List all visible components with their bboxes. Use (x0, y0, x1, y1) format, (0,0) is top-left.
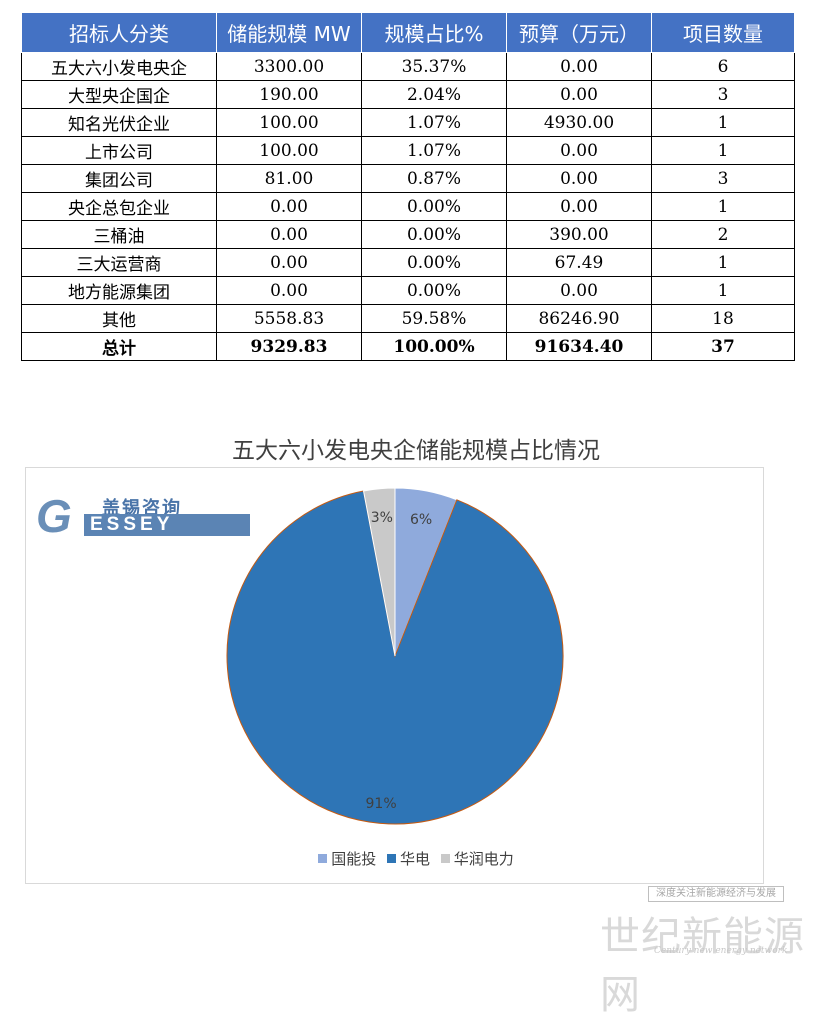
legend-label: 国能投 (331, 850, 377, 868)
table-total-row: 总计 9329.83 100.00% 91634.40 37 (21, 332, 795, 361)
cell-share: 0.00% (361, 220, 507, 249)
cell-capacity: 0.00 (216, 248, 362, 277)
cell-budget: 4930.00 (506, 108, 652, 137)
table-header-row: 招标人分类 储能规模 MW 规模占比% 预算（万元） 项目数量 (21, 12, 795, 53)
cell-share: 0.00% (361, 276, 507, 305)
cell-capacity: 0.00 (216, 276, 362, 305)
pie-slice-1 (226, 490, 564, 825)
cell-category: 其他 (21, 304, 217, 333)
cell-category: 上市公司 (21, 136, 217, 165)
chart-frame: 6% 91% 3% (25, 467, 764, 884)
total-cell-category: 总计 (21, 332, 217, 361)
total-cell-budget: 91634.40 (506, 332, 652, 361)
watermark-tag: 深度关注新能源经济与发展 (648, 886, 784, 902)
logo-english-text: ESSEY (84, 514, 250, 536)
cell-count: 1 (651, 136, 795, 165)
pie-data-label: 3% (371, 510, 393, 526)
legend-item-huadian: 华电 (386, 848, 430, 869)
cell-budget: 390.00 (506, 220, 652, 249)
cell-budget: 0.00 (506, 52, 652, 81)
cell-share: 0.00% (361, 192, 507, 221)
pie-chart: 6% 91% 3% (226, 487, 564, 825)
cell-capacity: 81.00 (216, 164, 362, 193)
cell-count: 1 (651, 108, 795, 137)
table-row: 上市公司 100.00 1.07% 0.00 1 (21, 136, 795, 165)
table-row: 三大运营商 0.00 0.00% 67.49 1 (21, 248, 795, 277)
table-row: 大型央企国企 190.00 2.04% 0.00 3 (21, 80, 795, 109)
cell-share: 59.58% (361, 304, 507, 333)
cell-category: 三桶油 (21, 220, 217, 249)
cell-budget: 0.00 (506, 136, 652, 165)
cell-capacity: 0.00 (216, 192, 362, 221)
chart-legend: 国能投 华电 华润电力 (0, 848, 832, 869)
pie-data-label: 6% (410, 512, 432, 528)
logo-chinese-text: 盖锡咨询 (102, 498, 182, 519)
cell-share: 0.00% (361, 248, 507, 277)
cell-category: 五大六小发电央企 (21, 52, 217, 81)
cell-budget: 0.00 (506, 192, 652, 221)
legend-item-guonengtou: 国能投 (318, 848, 376, 869)
legend-item-huarun: 华润电力 (440, 848, 514, 869)
cell-budget: 0.00 (506, 80, 652, 109)
total-cell-share: 100.00% (361, 332, 507, 361)
watermark-subtitle: Century new energy network (654, 946, 788, 956)
legend-label: 华润电力 (453, 850, 514, 868)
table-row: 地方能源集团 0.00 0.00% 0.00 1 (21, 276, 795, 305)
cell-count: 2 (651, 220, 795, 249)
legend-swatch (318, 854, 328, 863)
cell-budget: 86246.90 (506, 304, 652, 333)
cell-count: 6 (651, 52, 795, 81)
cell-count: 1 (651, 192, 795, 221)
header-count: 项目数量 (651, 12, 795, 53)
cell-category: 知名光伏企业 (21, 108, 217, 137)
cell-count: 1 (651, 248, 795, 277)
cell-capacity: 5558.83 (216, 304, 362, 333)
cell-category: 地方能源集团 (21, 276, 217, 305)
header-budget: 预算（万元） (506, 12, 652, 53)
cell-count: 3 (651, 164, 795, 193)
cell-capacity: 3300.00 (216, 52, 362, 81)
watermark-name: 世纪新能源网 (600, 914, 805, 1018)
cell-capacity: 100.00 (216, 136, 362, 165)
cell-budget: 0.00 (506, 276, 652, 305)
header-category: 招标人分类 (21, 12, 217, 53)
cell-share: 35.37% (361, 52, 507, 81)
cell-count: 1 (651, 276, 795, 305)
cell-category: 大型央企国企 (21, 80, 217, 109)
cell-capacity: 100.00 (216, 108, 362, 137)
data-table: 招标人分类 储能规模 MW 规模占比% 预算（万元） 项目数量 五大六小发电央企… (21, 12, 795, 361)
cell-count: 3 (651, 80, 795, 109)
header-capacity: 储能规模 MW (216, 12, 362, 53)
cell-capacity: 190.00 (216, 80, 362, 109)
total-cell-count: 37 (651, 332, 795, 361)
cell-category: 三大运营商 (21, 248, 217, 277)
logo-g-mark: G (36, 490, 72, 542)
table-row: 知名光伏企业 100.00 1.07% 4930.00 1 (21, 108, 795, 137)
header-share: 规模占比% (361, 12, 507, 53)
cell-category: 集团公司 (21, 164, 217, 193)
pie-data-label: 91% (366, 796, 397, 812)
cell-share: 0.87% (361, 164, 507, 193)
table-row: 三桶油 0.00 0.00% 390.00 2 (21, 220, 795, 249)
cell-budget: 67.49 (506, 248, 652, 277)
table-row: 五大六小发电央企 3300.00 35.37% 0.00 6 (21, 52, 795, 81)
cell-budget: 0.00 (506, 164, 652, 193)
cell-share: 2.04% (361, 80, 507, 109)
legend-label: 华电 (399, 850, 430, 868)
cell-category: 央企总包企业 (21, 192, 217, 221)
cell-capacity: 0.00 (216, 220, 362, 249)
table-row: 集团公司 81.00 0.87% 0.00 3 (21, 164, 795, 193)
legend-swatch (440, 854, 450, 863)
total-cell-capacity: 9329.83 (216, 332, 362, 361)
cell-share: 1.07% (361, 108, 507, 137)
table-row: 其他 5558.83 59.58% 86246.90 18 (21, 304, 795, 333)
table-row: 央企总包企业 0.00 0.00% 0.00 1 (21, 192, 795, 221)
cell-count: 18 (651, 304, 795, 333)
pie-slice-2 (362, 487, 396, 657)
chart-title: 五大六小发电央企储能规模占比情况 (232, 438, 600, 464)
legend-swatch (386, 854, 396, 863)
cell-share: 1.07% (361, 136, 507, 165)
gessey-logo: G 盖锡咨询 ESSEY (36, 490, 250, 542)
